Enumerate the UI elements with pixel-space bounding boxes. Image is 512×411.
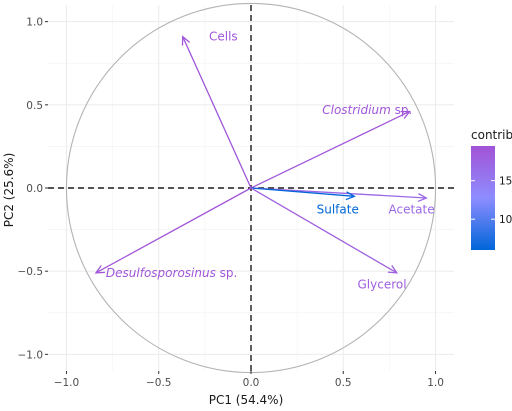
x-axis-ticks: −1.0 −0.5 0.0 0.5 1.0 [54, 371, 444, 389]
y-tick-label: 1.0 [26, 17, 43, 29]
y-tick-label: 0.0 [26, 183, 43, 195]
arrowhead-glycerol [387, 265, 399, 274]
label-desulfosporosinus: Desulfosporosinus sp. [106, 266, 237, 280]
arrow-acetate [250, 187, 427, 199]
x-tick-label: 0.0 [243, 377, 260, 389]
x-axis-title: PC1 (54.4%) [209, 393, 284, 407]
arrowhead-cells [181, 35, 191, 46]
y-tick-label: 0.5 [26, 100, 43, 112]
arrow-glycerol [250, 187, 398, 274]
y-axis-title: PC2 (25.6%) [2, 153, 16, 228]
legend-title: contrib [471, 128, 512, 142]
arrowhead-desulfosporosinus [94, 265, 106, 274]
y-tick-label: −0.5 [18, 266, 44, 278]
x-tick-label: −0.5 [146, 377, 172, 389]
arrowhead-sulfate [345, 191, 356, 201]
y-axis-ticks: −1.0 −0.5 0.0 0.5 1.0 [18, 17, 48, 361]
label-clostridium: Clostridium sp. [322, 103, 412, 117]
variable-labels: Cells Clostridium sp. Acetate Sulfate Glycer… [106, 30, 435, 292]
arrow-sulfate [250, 187, 355, 197]
arrow-desulfosporosinus [95, 187, 252, 274]
legend-tick-label: 10 [499, 214, 512, 226]
arrow-cells [182, 36, 252, 189]
label-glycerol: Glycerol [357, 277, 406, 291]
x-tick-label: −1.0 [54, 377, 80, 389]
label-cells: Cells [209, 30, 238, 44]
arrow-clostridium [250, 110, 410, 189]
legend-colorbar [471, 146, 495, 250]
y-tick-label: −1.0 [18, 349, 44, 361]
legend-tick-label: 15 [499, 176, 512, 188]
x-tick-label: 0.5 [335, 377, 352, 389]
x-tick-label: 1.0 [427, 377, 444, 389]
label-acetate: Acetate [388, 203, 434, 217]
variable-arrows [94, 35, 428, 274]
arrowhead-clostridium [400, 110, 412, 119]
arrowhead-acetate [417, 193, 428, 203]
legend-ticks: 10 15 [471, 176, 512, 226]
label-sulfate: Sulfate [317, 203, 359, 217]
legend: contrib 10 15 [471, 128, 512, 250]
